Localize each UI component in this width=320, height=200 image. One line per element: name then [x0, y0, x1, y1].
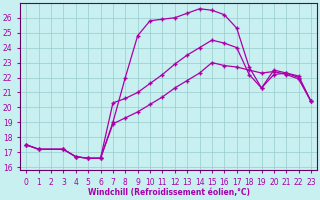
X-axis label: Windchill (Refroidissement éolien,°C): Windchill (Refroidissement éolien,°C) — [88, 188, 250, 197]
